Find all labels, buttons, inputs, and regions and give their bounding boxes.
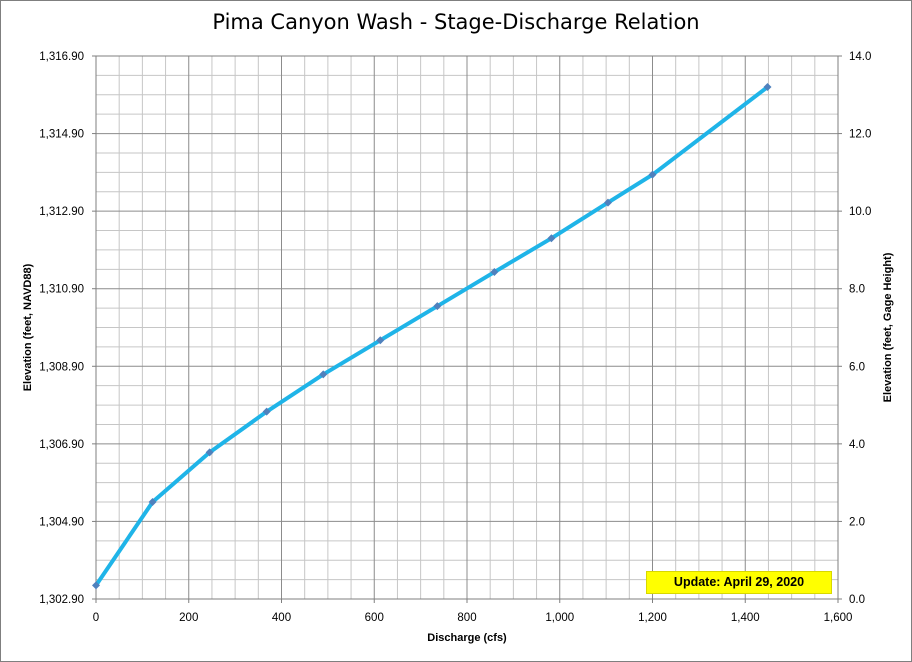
y-right-tick-label: 6.0 xyxy=(849,361,865,373)
x-tick-label: 200 xyxy=(179,612,198,624)
x-tick-label: 1,000 xyxy=(545,612,574,624)
update-badge: Update: April 29, 2020 xyxy=(646,571,832,594)
data-point xyxy=(319,370,328,379)
x-tick-label: 400 xyxy=(272,612,291,624)
x-tick-label: 800 xyxy=(457,612,476,624)
y-left-tick-label: 1,314.90 xyxy=(39,129,84,141)
data-point xyxy=(648,170,657,179)
y-right-axis-label: Elevation (feet, Gage Height) xyxy=(882,252,894,402)
major-gridlines xyxy=(96,56,838,599)
chart-title: Pima Canyon Wash - Stage-Discharge Relat… xyxy=(212,10,700,34)
y-left-tick-label: 1,316.90 xyxy=(39,51,84,63)
y-right-tick-label: 12.0 xyxy=(849,129,871,141)
data-point xyxy=(92,581,100,590)
x-tick-label: 600 xyxy=(365,612,384,624)
x-axis-label: Discharge (cfs) xyxy=(427,632,507,644)
data-point xyxy=(603,198,612,207)
y-right-tick-label: 4.0 xyxy=(849,439,865,451)
y-left-tick-label: 1,302.90 xyxy=(39,594,84,606)
y-left-tick-label: 1,310.90 xyxy=(39,284,84,296)
y-left-tick-label: 1,312.90 xyxy=(39,206,84,218)
data-point xyxy=(205,448,214,457)
y-right-tick-label: 0.0 xyxy=(849,594,865,606)
data-point xyxy=(490,268,499,277)
y-left-axis-ticks: 1,302.90 1,304.90 1,306.90 1,308.90 1,310.90… xyxy=(39,51,96,606)
y-right-tick-label: 2.0 xyxy=(849,516,865,528)
data-point xyxy=(763,83,772,92)
data-point xyxy=(376,336,385,345)
y-left-axis-label: Elevation (feet, NAVD88) xyxy=(22,263,34,391)
data-point xyxy=(433,302,442,311)
x-tick-label: 1,600 xyxy=(824,612,853,624)
y-left-tick-label: 1,304.90 xyxy=(39,516,84,528)
series-layer xyxy=(92,83,772,590)
y-left-tick-label: 1,306.90 xyxy=(39,439,84,451)
y-right-axis-ticks: 0.0 2.0 4.0 6.0 8.0 10.0 12.0 14.0 xyxy=(838,51,871,606)
data-point xyxy=(262,407,271,416)
data-point xyxy=(547,234,556,243)
y-right-tick-label: 10.0 xyxy=(849,206,871,218)
y-left-tick-label: 1,308.90 xyxy=(39,361,84,373)
data-point xyxy=(148,498,157,507)
x-tick-label: 1,400 xyxy=(731,612,760,624)
x-tick-label: 0 xyxy=(93,612,99,624)
y-right-tick-label: 8.0 xyxy=(849,284,865,296)
series-line xyxy=(94,85,770,588)
y-right-tick-label: 14.0 xyxy=(849,51,871,63)
x-tick-label: 1,200 xyxy=(638,612,667,624)
x-axis-ticks: 0 200 400 600 800 1,000 1,200 1,400 1,600 xyxy=(93,599,853,624)
